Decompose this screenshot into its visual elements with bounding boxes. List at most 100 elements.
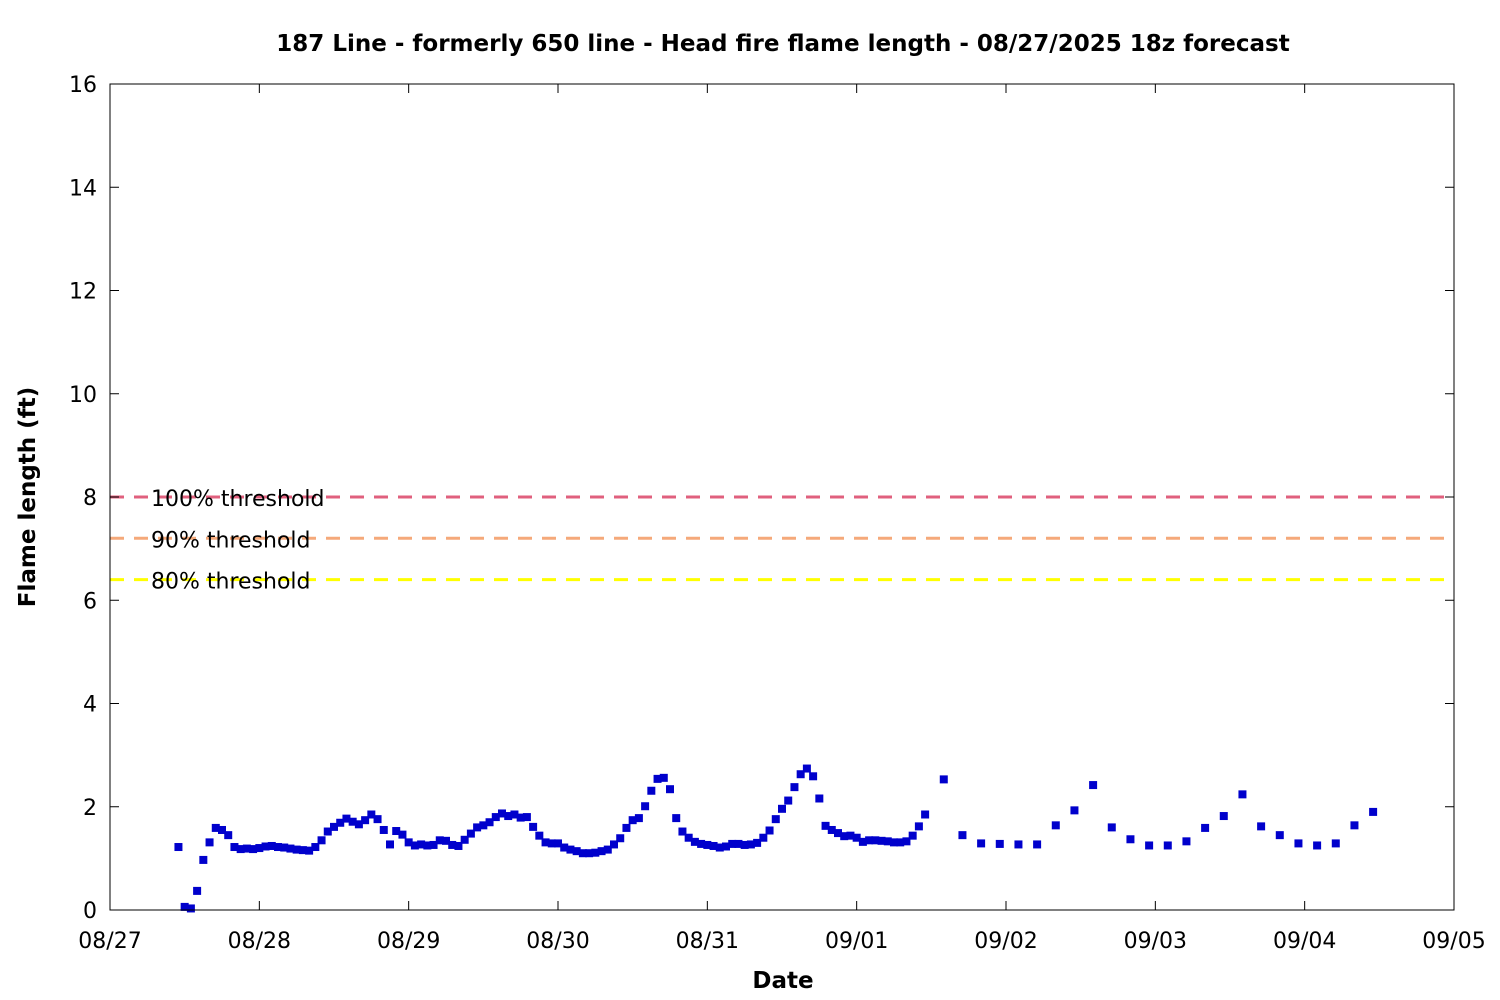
x-tick-label: 09/01 xyxy=(825,929,888,954)
data-point xyxy=(616,834,625,843)
data-point xyxy=(298,846,307,855)
y-tick-label: 6 xyxy=(83,589,97,614)
data-point xyxy=(1107,823,1116,832)
data-point xyxy=(653,774,662,783)
data-point xyxy=(392,827,401,836)
data-point xyxy=(174,843,183,852)
data-point xyxy=(796,770,805,779)
data-point xyxy=(311,843,320,852)
data-point xyxy=(908,831,917,840)
data-point xyxy=(1201,823,1210,832)
data-point xyxy=(336,818,345,827)
data-point xyxy=(566,845,575,854)
data-point xyxy=(840,832,849,841)
x-tick-label: 09/04 xyxy=(1273,929,1336,954)
data-point xyxy=(1126,835,1135,844)
data-point xyxy=(591,848,600,857)
data-point xyxy=(1369,807,1378,816)
threshold-label: 80% threshold xyxy=(151,570,311,595)
data-point xyxy=(504,812,513,821)
y-tick-label: 12 xyxy=(69,280,97,305)
data-point xyxy=(1331,839,1340,848)
data-point xyxy=(560,843,569,852)
data-point xyxy=(199,855,208,864)
data-point xyxy=(778,804,786,813)
data-point xyxy=(690,837,699,846)
data-point xyxy=(1238,790,1247,799)
data-point xyxy=(678,827,687,836)
data-point xyxy=(535,831,544,840)
data-point xyxy=(634,814,643,823)
data-point xyxy=(871,836,880,845)
data-point xyxy=(292,845,301,854)
data-point xyxy=(1350,821,1359,830)
data-point xyxy=(865,836,874,845)
data-point xyxy=(236,845,245,854)
data-point xyxy=(280,843,289,852)
data-point xyxy=(317,836,326,845)
data-point xyxy=(230,843,239,852)
threshold-label: 90% threshold xyxy=(151,528,311,553)
x-tick-label: 08/30 xyxy=(526,929,589,954)
data-point xyxy=(1182,837,1191,846)
data-point xyxy=(398,830,407,839)
data-point xyxy=(473,823,482,832)
data-point xyxy=(354,820,363,829)
data-point xyxy=(1014,840,1023,849)
data-point xyxy=(740,840,749,849)
data-point xyxy=(193,886,202,895)
data-point xyxy=(666,785,674,794)
y-tick-label: 8 xyxy=(83,486,97,511)
data-point xyxy=(1051,821,1060,830)
data-point xyxy=(784,796,793,805)
data-point xyxy=(379,825,388,834)
data-point xyxy=(466,829,475,838)
data-point xyxy=(821,821,830,830)
data-point xyxy=(491,813,500,822)
data-point xyxy=(1219,812,1228,821)
data-point xyxy=(386,840,394,849)
data-point xyxy=(410,841,419,850)
data-point xyxy=(585,849,594,858)
data-point xyxy=(628,816,637,825)
data-point xyxy=(921,810,930,819)
data-point xyxy=(759,833,768,842)
data-point xyxy=(261,842,270,851)
data-point xyxy=(305,846,314,855)
data-point xyxy=(442,836,450,845)
data-point xyxy=(572,847,581,856)
data-point xyxy=(423,841,432,850)
y-tick-label: 4 xyxy=(83,693,97,718)
data-point xyxy=(877,836,886,845)
data-point xyxy=(659,773,668,782)
data-point xyxy=(827,825,836,834)
data-point xyxy=(242,844,251,853)
data-point xyxy=(722,842,730,851)
data-point xyxy=(852,833,861,842)
x-tick-label: 08/31 xyxy=(676,929,739,954)
data-point xyxy=(728,839,737,848)
data-point xyxy=(186,904,195,913)
data-point xyxy=(330,822,338,831)
data-point xyxy=(323,827,332,836)
x-tick-label: 08/27 xyxy=(78,929,141,954)
data-point xyxy=(995,839,1004,848)
data-point xyxy=(597,847,606,856)
x-tick-label: 09/02 xyxy=(974,929,1037,954)
x-tick-label: 09/03 xyxy=(1124,929,1187,954)
data-point xyxy=(734,839,743,848)
data-point xyxy=(1275,831,1284,840)
data-point xyxy=(286,844,295,853)
data-point xyxy=(1145,841,1154,850)
data-point xyxy=(448,840,457,849)
data-point xyxy=(890,838,898,847)
data-point xyxy=(211,823,220,832)
data-point xyxy=(554,839,562,848)
chart-title: 187 Line - formerly 650 line - Head fire… xyxy=(276,31,1289,57)
data-point xyxy=(274,843,282,852)
data-point xyxy=(454,841,463,850)
data-point xyxy=(367,810,376,819)
data-point xyxy=(485,818,494,827)
data-point xyxy=(622,823,631,832)
